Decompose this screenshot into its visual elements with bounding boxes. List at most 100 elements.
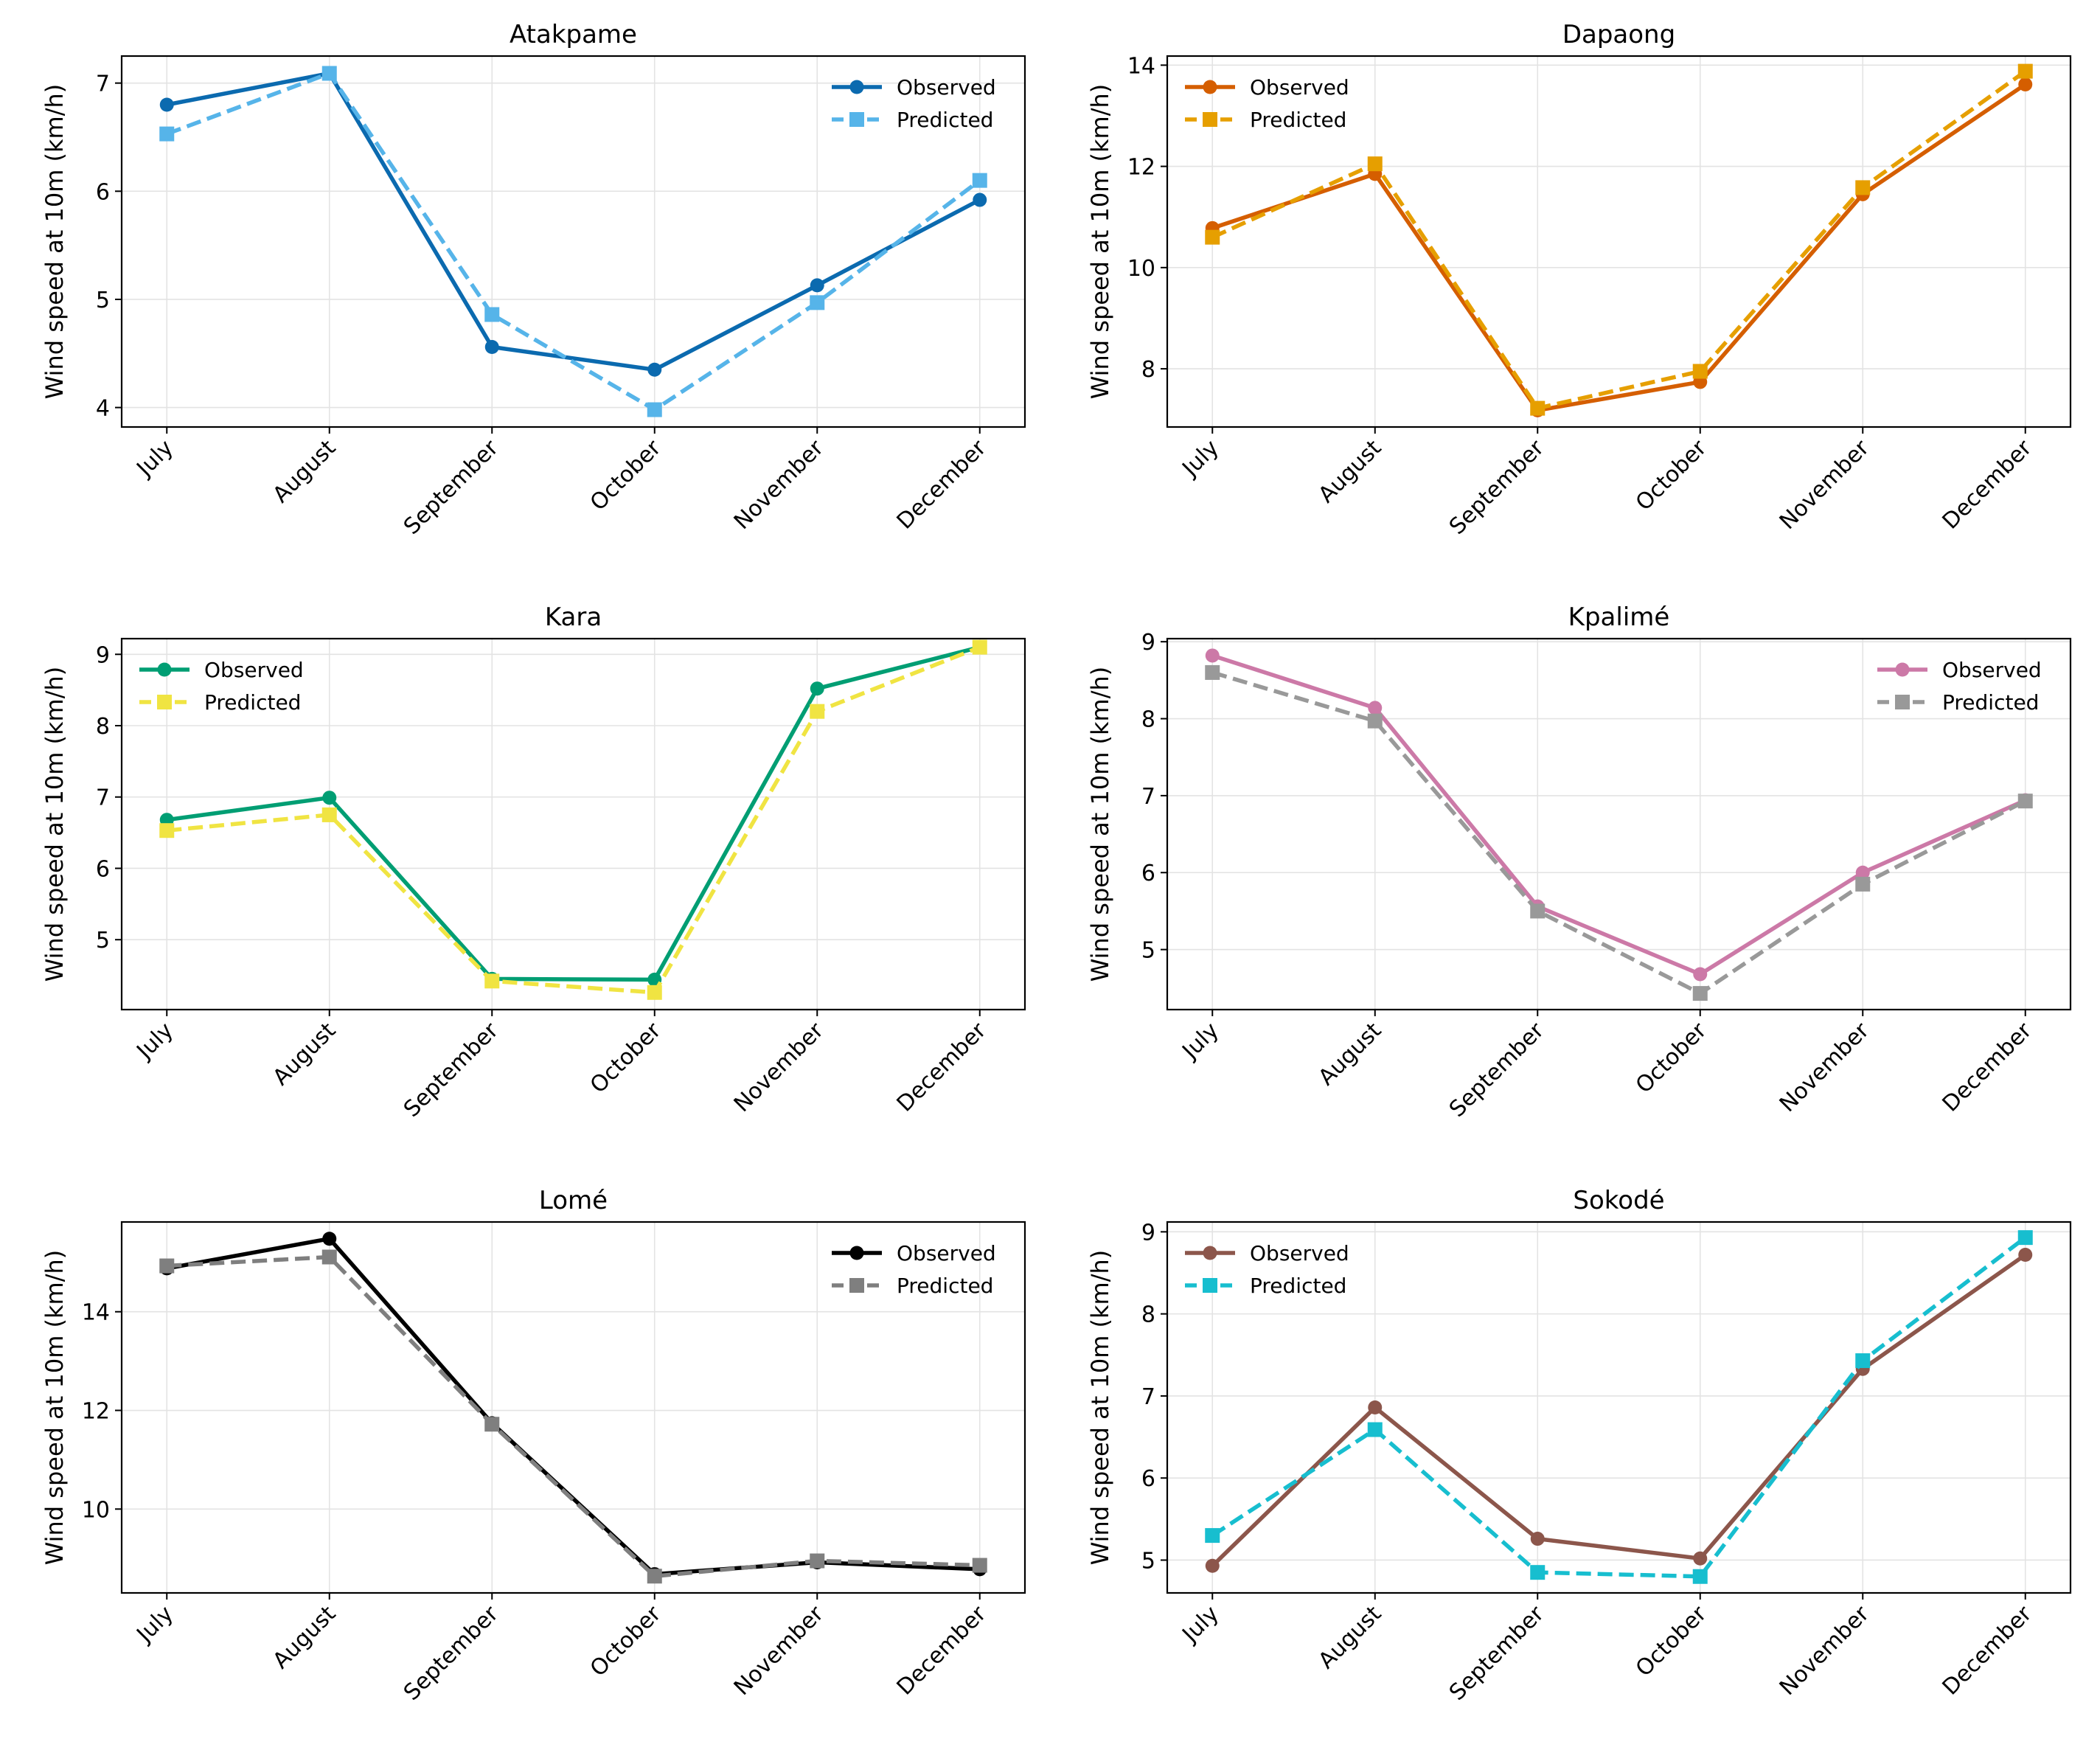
panel-sokode-xtick-label: September [1444, 1600, 1549, 1705]
panel-dapaong-predicted-point [1855, 180, 1871, 195]
panel-dapaong-legend-marker [1203, 112, 1217, 127]
panel-kara-ytick-label: 6 [96, 856, 110, 882]
panel-kara-observed-point [322, 791, 337, 805]
panel-atakpame-predicted-point [484, 307, 500, 322]
panel-sokode-xtick-label: October [1631, 1600, 1712, 1681]
panel-sokode-observed-point [1693, 1551, 1708, 1566]
panel-atakpame-xtick-label: July [131, 435, 178, 482]
panel-dapaong-xtick-label: November [1775, 434, 1875, 535]
panel-kpalime-ytick-label: 9 [1141, 630, 1155, 656]
panel-kara: 5 6 7 8 9 July August September October November D… [41, 603, 1026, 1122]
panel-kara-predicted-point [484, 973, 500, 989]
panel-kpalime-xtick-label: November [1775, 1017, 1875, 1117]
panel-dapaong-ytick-label: 14 [1127, 53, 1155, 79]
panel-kara-legend-label: Observed [204, 658, 304, 682]
panel-kpalime-xtick-label: August [1313, 1018, 1386, 1091]
panel-kara-predicted-point [321, 807, 337, 822]
panel-sokode-title: Sokodé [1573, 1186, 1664, 1215]
panel-atakpame: 4 5 6 7 July August September October November De… [41, 20, 1026, 540]
panel-lome-xtick-label: November [729, 1600, 830, 1701]
panel-atakpame-ytick-label: 4 [96, 396, 110, 422]
panel-sokode-xtick-label: November [1775, 1600, 1875, 1701]
panel-sokode: 5 6 7 8 9 July August September October November D… [1086, 1186, 2072, 1706]
panel-sokode-ytick-label: 5 [1141, 1548, 1155, 1574]
panel-kara-predicted-point [159, 823, 175, 838]
panel-atakpame-predicted-point [321, 66, 337, 81]
panel-lome-legend-marker [849, 1246, 864, 1260]
panel-kpalime-axes-frame [1166, 637, 2072, 1011]
panel-lome: 10 12 14 July August September October November… [41, 1186, 1026, 1706]
panel-lome-predicted-point [484, 1417, 500, 1432]
panel-kpalime-xtick-label: December [1938, 1017, 2037, 1117]
panel-kpalime-legend-label: Predicted [1942, 690, 2039, 715]
panel-sokode-predicted-point [1530, 1565, 1546, 1580]
panel-kara-ylabel: Wind speed at 10m (km/h) [41, 667, 69, 982]
panel-kara-xtick-label: August [268, 1018, 341, 1091]
panel-lome-legend-label: Predicted [897, 1274, 993, 1298]
panel-kpalime-xtick-label: July [1177, 1018, 1224, 1065]
panel-atakpame-observed-point [973, 192, 987, 207]
panel-kara-ytick-label: 8 [96, 714, 110, 740]
panel-sokode-predicted-point [1692, 1569, 1708, 1584]
panel-lome-predicted-point [321, 1249, 337, 1265]
panel-kpalime-ylabel: Wind speed at 10m (km/h) [1086, 667, 1114, 982]
panel-kara-xtick-label: October [585, 1017, 667, 1098]
panel-sokode-xtick-label: July [1177, 1601, 1224, 1648]
panel-kpalime-legend-marker [1895, 662, 1910, 677]
panel-kara-ytick-label: 9 [96, 642, 110, 668]
panel-atakpame-predicted-point [647, 402, 662, 417]
panel-kara-title: Kara [545, 603, 602, 632]
panel-kara-axes-frame [120, 637, 1026, 1011]
panel-atakpame-xtick-label: December [892, 434, 992, 534]
panel-dapaong-legend-marker [1203, 80, 1217, 94]
panel-atakpame-ytick-label: 7 [96, 72, 110, 97]
panel-lome-ylabel: Wind speed at 10m (km/h) [41, 1250, 69, 1566]
panel-atakpame-observed-point [647, 362, 662, 377]
panel-kara-xtick-label: July [131, 1018, 178, 1065]
panel-sokode-ytick-label: 7 [1141, 1384, 1155, 1410]
panel-lome-legend-marker [849, 1278, 864, 1293]
panel-kara-series-predicted-line [167, 645, 981, 995]
panel-sokode-xtick-label: December [1938, 1600, 2037, 1700]
panel-kara-predicted-point [810, 704, 825, 719]
panel-kpalime-observed-point [1855, 865, 1870, 880]
panel-sokode-predicted-point [1855, 1353, 1871, 1369]
panel-atakpame-xtick-label: November [729, 434, 830, 535]
panel-kpalime-observed-point [1693, 967, 1708, 982]
panel-dapaong-legend-label: Observed [1250, 75, 1349, 100]
panel-kpalime: 5 6 7 8 9 July August September October November D… [1086, 603, 2072, 1122]
panel-kara-legend-label: Predicted [204, 690, 301, 715]
panel-lome-predicted-point [159, 1258, 175, 1274]
panel-kara-ytick-label: 5 [96, 928, 110, 954]
panel-atakpame-ytick-label: 5 [96, 288, 110, 313]
panel-kpalime-observed-point [1368, 701, 1383, 715]
panel-dapaong-legend: Observed Predicted [1185, 75, 1349, 132]
panel-dapaong-ylabel: Wind speed at 10m (km/h) [1086, 84, 1114, 400]
panel-sokode-observed-point [1368, 1400, 1383, 1414]
panel-kara-legend-marker [157, 662, 172, 677]
panel-dapaong-series-observed-line [1211, 83, 2027, 413]
panel-sokode-legend-marker [1203, 1278, 1217, 1293]
panel-kara-predicted-point [647, 985, 662, 1000]
panel-kara-series-observed-line [166, 645, 981, 982]
panel-dapaong: 8 10 12 14 July August September October Novembe… [1086, 20, 2072, 540]
panel-sokode-legend-label: Predicted [1250, 1274, 1346, 1298]
panel-kara-xtick-label: November [729, 1017, 830, 1117]
panel-kpalime-observed-point [1205, 648, 1220, 663]
panel-sokode-ytick-label: 6 [1141, 1466, 1155, 1492]
panel-kpalime-series-predicted-line [1211, 670, 2027, 996]
panel-atakpame-legend-marker [849, 112, 864, 127]
panel-kpalime-ytick-label: 7 [1141, 784, 1155, 810]
panel-dapaong-ytick-label: 8 [1141, 357, 1155, 383]
panel-kpalime-ytick-label: 8 [1141, 707, 1155, 733]
panel-dapaong-title: Dapaong [1562, 20, 1675, 49]
panel-dapaong-xtick-label: December [1938, 434, 2037, 534]
panel-kpalime-legend-label: Observed [1942, 658, 2042, 682]
panel-kara-ytick-label: 7 [96, 785, 110, 811]
panel-kara-legend: Observed Predicted [139, 658, 304, 715]
panel-lome-predicted-point [647, 1569, 662, 1584]
panel-lome-xtick-label: July [131, 1601, 178, 1648]
panel-dapaong-axes-frame [1166, 55, 2072, 428]
panel-dapaong-ytick-label: 10 [1127, 256, 1155, 282]
